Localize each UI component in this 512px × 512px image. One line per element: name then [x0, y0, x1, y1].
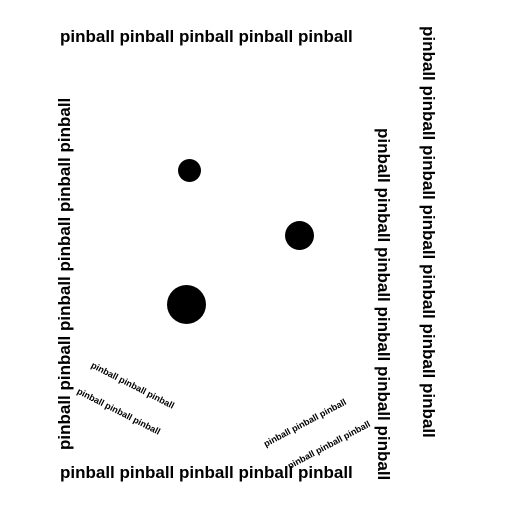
- bottom-wall-text: pinball pinball pinball pinball pinball: [60, 463, 353, 482]
- right-lane-wall-text: pinball pinball pinball pinball pinball …: [374, 128, 393, 481]
- left-wall-text: pinball pinball pinball pinball pinball …: [55, 97, 74, 450]
- bumper-large: [167, 285, 206, 324]
- bumper-medium: [285, 221, 314, 250]
- right-wall-text: pinball pinball pinball pinball pinball …: [419, 26, 438, 438]
- top-wall-text: pinball pinball pinball pinball pinball: [60, 27, 353, 46]
- bumper-small: [178, 159, 201, 182]
